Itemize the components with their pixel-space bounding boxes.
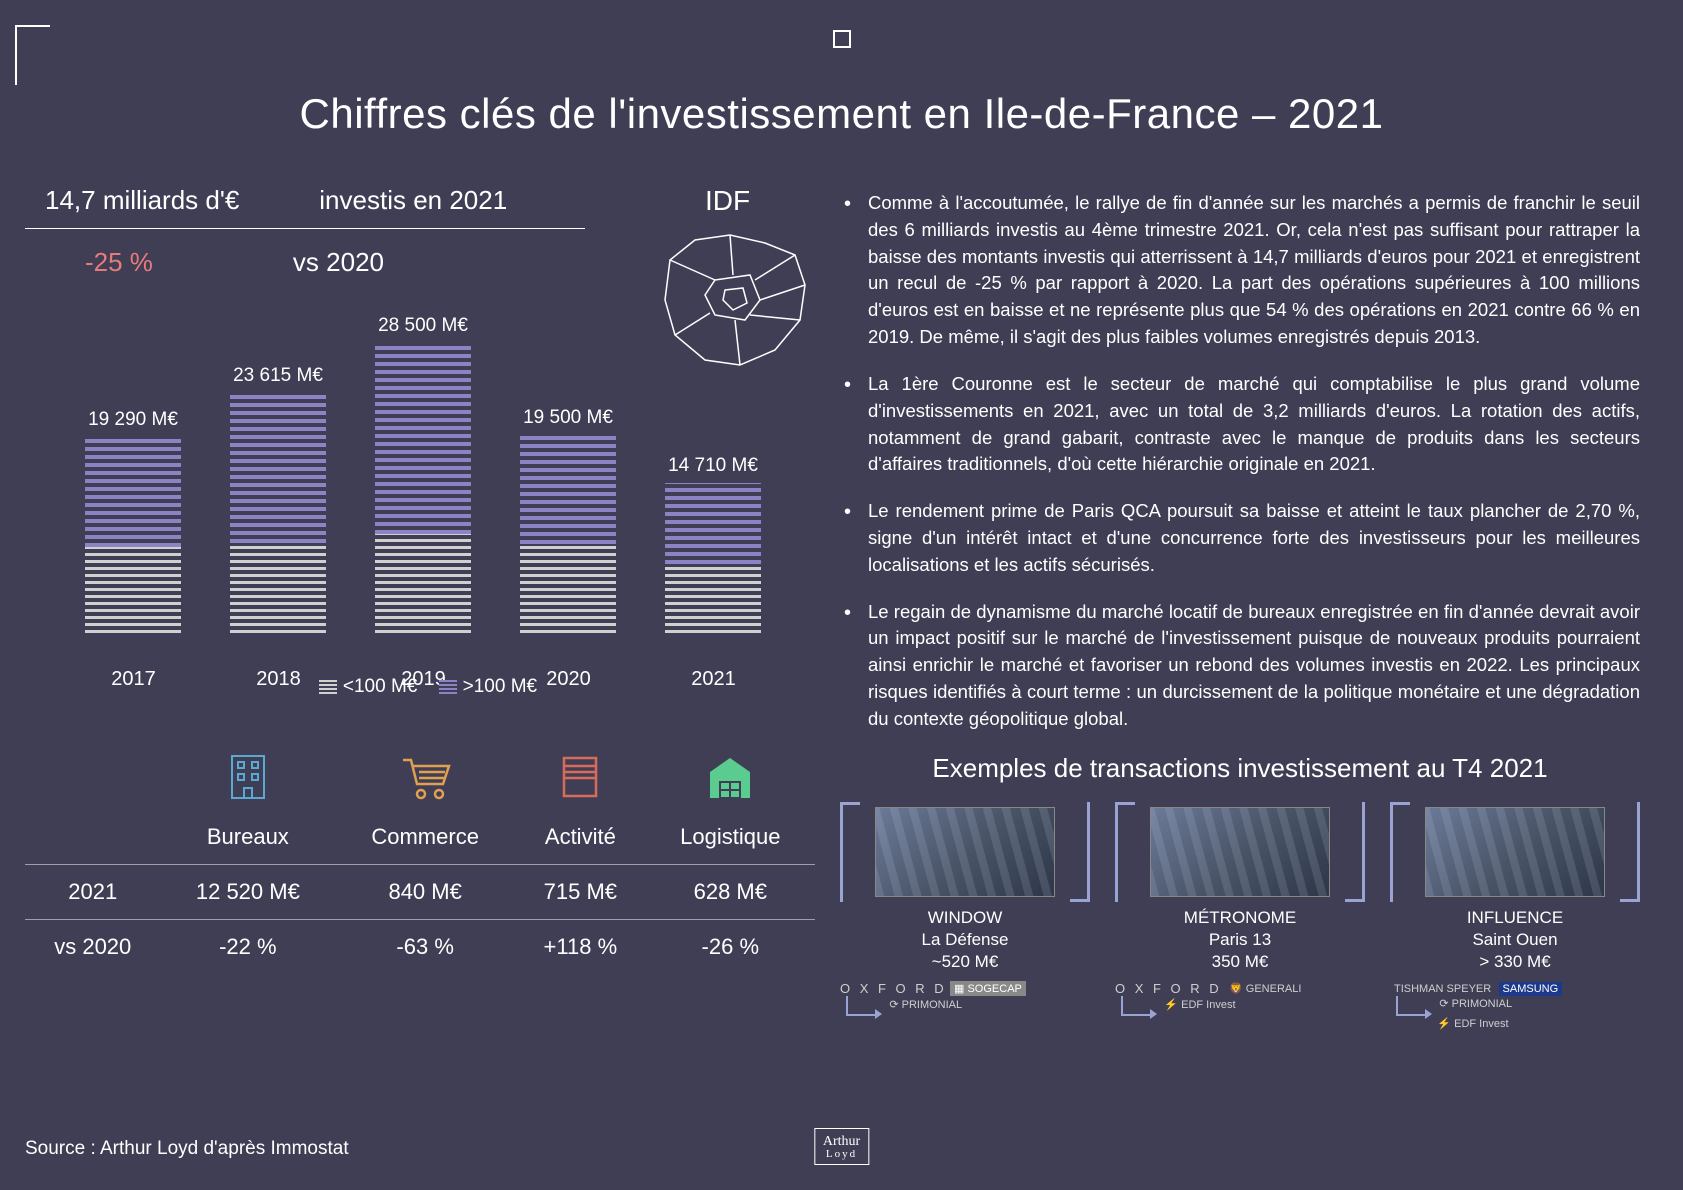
bar-segment-high	[85, 437, 181, 547]
seller-logo: TISHMAN SPEYER	[1390, 982, 1495, 996]
bar-segment-high	[375, 343, 471, 534]
footer-logo: Arthur Loyd	[814, 1128, 869, 1165]
transaction-name: WINDOW La Défense ~520 M€	[840, 907, 1090, 973]
table-cell: vs 2020	[25, 920, 161, 975]
page-title: Chiffres clés de l'investissement en Ile…	[0, 90, 1683, 138]
logistics-icon	[706, 752, 754, 800]
building-photo	[875, 807, 1055, 897]
bracket-decor-icon	[1390, 802, 1410, 902]
seller-logo: O X F O R D	[1115, 981, 1222, 996]
right-column: Comme à l'accoutumée, le rallye de fin d…	[840, 190, 1640, 1031]
table-row: 2021 12 520 M€ 840 M€ 715 M€ 628 M€	[25, 865, 815, 920]
transaction-card: INFLUENCE Saint Ouen > 330 M€ TISHMAN SP…	[1390, 802, 1640, 1031]
investment-bar-chart: 19 290 M€ 23 615 M€ 28 500 M€ 19 500 M€ 14 7…	[25, 288, 815, 688]
headline-amount: 14,7 milliards d'€	[45, 185, 239, 216]
building-photo	[1150, 807, 1330, 897]
arrow-icon	[1396, 996, 1426, 1016]
table-icon-row	[25, 738, 815, 810]
bar-segment-high	[520, 435, 616, 545]
activity-icon	[558, 752, 602, 800]
table-header-activite: Activité	[515, 810, 645, 865]
corner-bracket-decor	[15, 25, 50, 85]
chart-legend: <100 M€ >100 M€	[25, 676, 815, 698]
transaction-logos: O X F O R D ▦ SOGECAP ⟳ PRIMONIAL	[840, 981, 1090, 1016]
extra-logo: 🦁 GENERALI	[1225, 981, 1305, 996]
headline-row-2: -25 % vs 2020	[25, 229, 585, 278]
headline-change: -25 %	[85, 247, 153, 278]
bar-value-label: 19 500 M€	[488, 407, 648, 429]
bullet-item: La 1ère Couronne est le secteur de march…	[840, 371, 1640, 478]
headline-invested-label: investis en 2021	[319, 185, 507, 216]
bracket-decor-icon	[1070, 802, 1090, 902]
left-column: IDF 14,7 milliards d'€ investis en 2021 …	[25, 185, 815, 974]
table-cell: 840 M€	[335, 865, 515, 920]
building-photo	[1425, 807, 1605, 897]
legend-swatch-low-icon	[319, 680, 337, 694]
transaction-name: INFLUENCE Saint Ouen > 330 M€	[1390, 907, 1640, 973]
headline-row-1: 14,7 milliards d'€ investis en 2021	[25, 185, 585, 229]
legend-swatch-high-icon	[439, 680, 457, 694]
bar-segment-high	[665, 483, 761, 563]
table-cell: +118 %	[515, 920, 645, 975]
bar-value-label: 14 710 M€	[633, 455, 793, 477]
table-cell: -22 %	[161, 920, 336, 975]
arrow-icon	[1121, 996, 1151, 1016]
bracket-decor-icon	[1620, 802, 1640, 902]
table-cell: 12 520 M€	[161, 865, 336, 920]
transaction-name: MÉTRONOME Paris 13 350 M€	[1115, 907, 1365, 973]
table-cell: -26 %	[646, 920, 815, 975]
headline-vs-label: vs 2020	[293, 247, 384, 278]
table-row: vs 2020 -22 % -63 % +118 % -26 %	[25, 920, 815, 975]
extra-logo: SAMSUNG	[1499, 982, 1563, 996]
legend-high-label: >100 M€	[463, 676, 537, 697]
legend-low-label: <100 M€	[343, 676, 417, 697]
bar-segment-low	[230, 543, 326, 633]
office-icon	[226, 752, 270, 800]
table-cell: -63 %	[335, 920, 515, 975]
bullet-item: Le rendement prime de Paris QCA poursuit…	[840, 498, 1640, 578]
top-square-decor	[833, 30, 851, 48]
buyer-logo: ⟳ PRIMONIAL	[1435, 996, 1516, 1011]
buyer-logo: ⚡ EDF Invest	[1433, 1016, 1512, 1031]
table-header-logistique: Logistique	[646, 810, 815, 865]
buyer-logo: ⟳ PRIMONIAL	[885, 997, 966, 1012]
bar-segment-low	[665, 564, 761, 633]
bar-segment-low	[375, 534, 471, 633]
arrow-icon	[846, 996, 876, 1016]
transaction-logos: TISHMAN SPEYER SAMSUNG ⟳ PRIMONIAL ⚡ EDF…	[1390, 981, 1640, 1031]
seller-logo: O X F O R D	[840, 981, 947, 996]
extra-logo: ▦ SOGECAP	[950, 981, 1026, 996]
bar-segment-high	[230, 393, 326, 544]
buyer-logo: ⚡ EDF Invest	[1160, 997, 1239, 1012]
bracket-decor-icon	[840, 802, 860, 902]
bullet-item: Le regain de dynamisme du marché locatif…	[840, 599, 1640, 733]
transaction-logos: O X F O R D 🦁 GENERALI ⚡ EDF Invest	[1115, 981, 1365, 1016]
table-header-row: Bureaux Commerce Activité Logistique	[25, 810, 815, 865]
table-cell: 628 M€	[646, 865, 815, 920]
transactions-title: Exemples de transactions investissement …	[840, 753, 1640, 784]
table-cell: 2021	[25, 865, 161, 920]
asset-class-table: Bureaux Commerce Activité Logistique 202…	[25, 738, 815, 974]
bullet-list: Comme à l'accoutumée, le rallye de fin d…	[840, 190, 1640, 733]
transactions-row: WINDOW La Défense ~520 M€ O X F O R D ▦ …	[840, 802, 1640, 1031]
table-cell: 715 M€	[515, 865, 645, 920]
bracket-decor-icon	[1345, 802, 1365, 902]
bullet-item: Comme à l'accoutumée, le rallye de fin d…	[840, 190, 1640, 351]
table-header-bureaux: Bureaux	[161, 810, 336, 865]
bar-value-label: 28 500 M€	[343, 315, 503, 337]
source-label: Source : Arthur Loyd d'après Immostat	[25, 1138, 349, 1160]
table-header-commerce: Commerce	[335, 810, 515, 865]
bar-value-label: 19 290 M€	[53, 409, 213, 431]
region-label: IDF	[705, 185, 750, 217]
bar-value-label: 23 615 M€	[198, 365, 358, 387]
bar-segment-low	[85, 547, 181, 633]
commerce-icon	[399, 752, 451, 800]
table-header-blank	[25, 810, 161, 865]
bracket-decor-icon	[1115, 802, 1135, 902]
transaction-card: WINDOW La Défense ~520 M€ O X F O R D ▦ …	[840, 802, 1090, 1031]
transaction-card: MÉTRONOME Paris 13 350 M€ O X F O R D 🦁 …	[1115, 802, 1365, 1031]
bar-segment-low	[520, 544, 616, 633]
